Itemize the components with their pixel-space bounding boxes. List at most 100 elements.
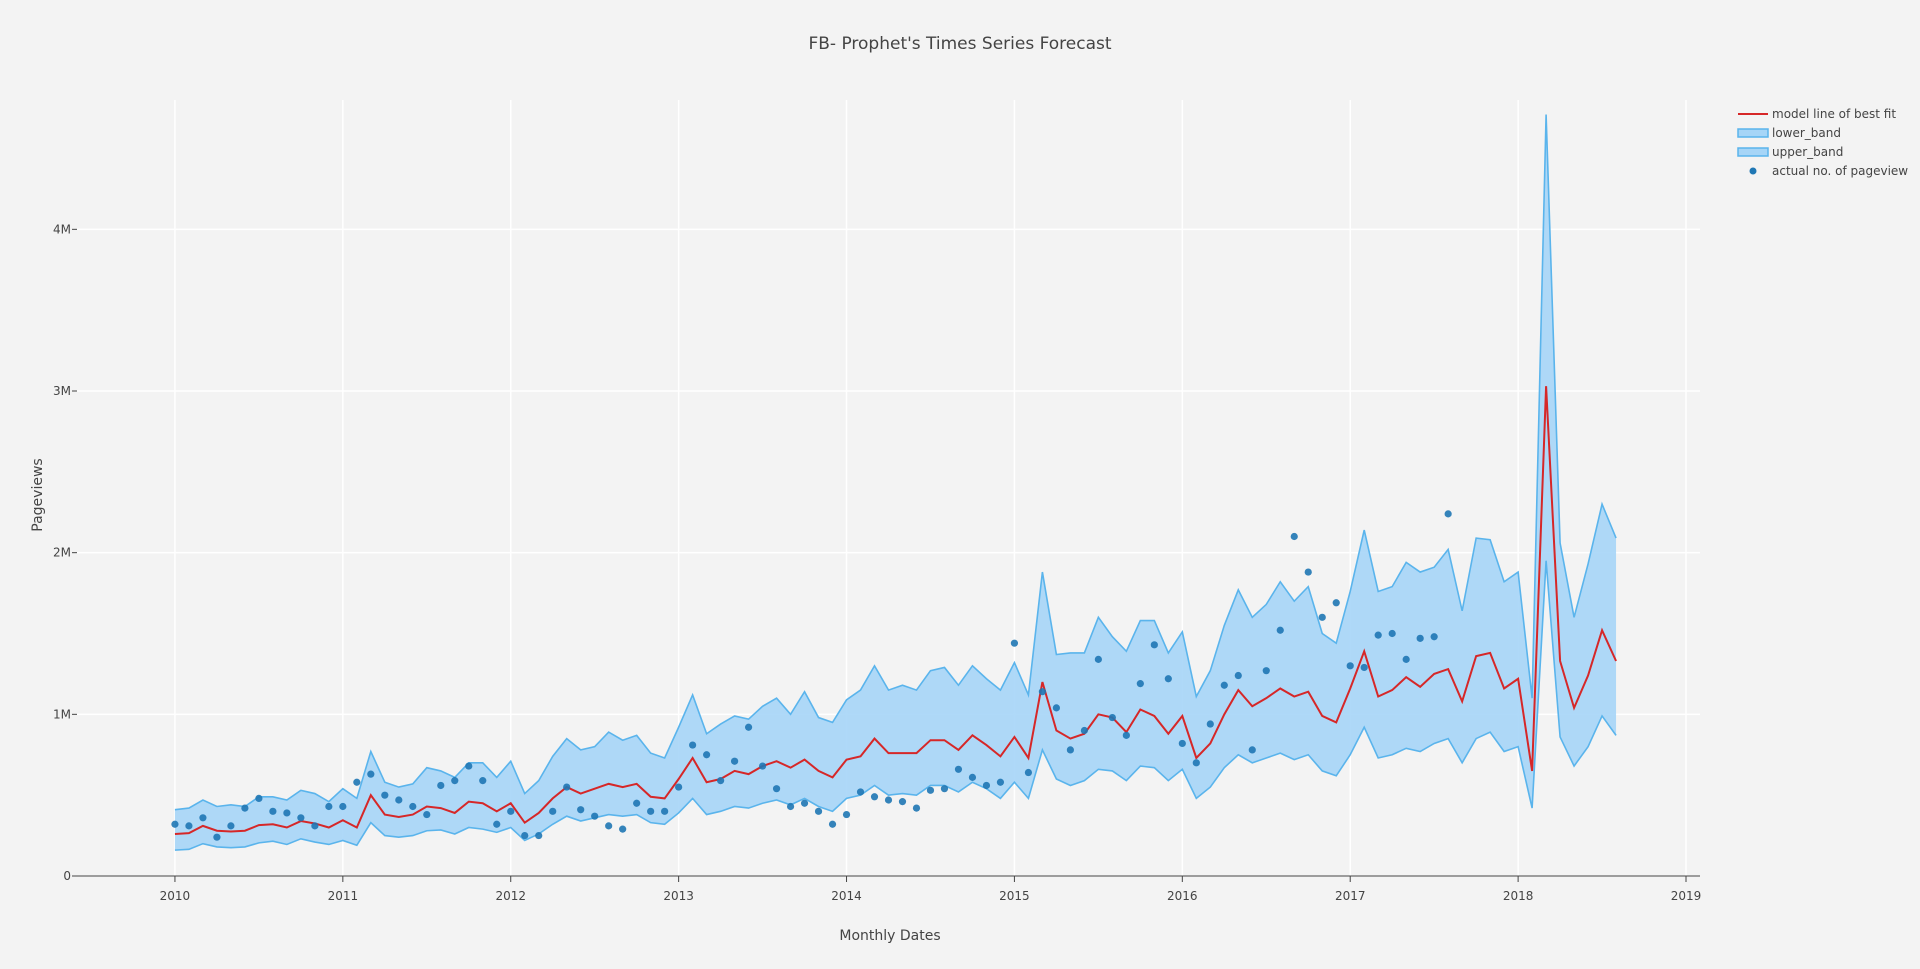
actual-point [199,814,207,822]
y-tick-label: 0 [63,869,71,883]
x-tick-label: 2011 [328,889,359,903]
confidence-bands [174,114,1617,851]
actual-point [884,796,893,804]
actual-point [171,820,179,828]
actual-point [535,831,543,840]
actual-point [479,777,487,785]
legend-item[interactable]: upper_band [1737,145,1843,159]
actual-point [1402,655,1410,663]
actual-point [465,762,473,770]
actual-point [800,799,809,807]
actual-point [241,804,249,812]
actual-point [1444,510,1452,518]
actual-point [1094,655,1102,663]
x-axis-title: Monthly Dates [839,928,940,944]
actual-point [730,757,739,765]
actual-point [619,825,627,833]
actual-point [255,794,263,803]
actual-point [227,822,235,830]
actual-point [381,791,389,799]
actual-point [1262,667,1270,675]
x-tick-label: 2012 [495,889,526,903]
actual-point [1388,629,1396,638]
actual-point [1234,671,1242,680]
actual-point [717,777,725,785]
actual-point [521,831,529,840]
legend-label: actual no. of pageview [1772,164,1908,178]
actual-point [367,770,375,778]
actual-point [856,788,865,796]
actual-point [563,783,571,791]
model-line [174,386,1617,835]
actual-point [1080,726,1088,735]
actual-point [982,781,991,790]
y-tick-label: 2M [53,546,71,560]
actual-point [1304,568,1312,576]
actual-point [758,762,767,770]
actual-point [870,793,879,801]
legend-label: model line of best fit [1772,107,1896,121]
actual-point [311,822,319,830]
actual-point [353,778,361,786]
actual-point [828,820,837,828]
actual-point [1248,746,1256,754]
actual-point [339,802,347,811]
actual-point [185,822,193,830]
actual-point [1416,634,1424,642]
actual-point [898,798,907,806]
band-fill [174,114,1617,851]
actual-point [269,807,277,815]
actual-point [1318,613,1326,621]
x-tick-label: 2013 [663,889,694,903]
actual-point [744,723,753,731]
y-tick-label: 3M [53,384,71,398]
legend[interactable]: model line of best fit lower_band upper_ba… [1737,107,1909,178]
actual-point [996,778,1005,786]
actual-point [507,807,515,815]
actual-point [1430,633,1438,641]
actual-point [912,804,921,812]
legend-item[interactable]: lower_band [1737,126,1841,140]
actual-point [1150,641,1158,649]
actual-point [297,814,305,822]
actual-point [549,807,557,815]
actual-point [1122,731,1130,739]
actual-point [1220,681,1228,689]
axes: 0 1M 2M 3M 4M 2010 2011 2012 2013 2014 2015 2016 201… [53,222,1701,903]
actual-point [675,783,683,791]
actual-point [605,822,613,830]
x-tick-label: 2015 [999,889,1030,903]
actual-point [577,806,585,814]
actual-point [409,802,417,811]
x-tick-label: 2017 [1335,889,1366,903]
actual-point [395,796,403,804]
actual-point [1164,675,1172,683]
y-tick-label: 4M [53,222,71,236]
actual-point [968,773,977,781]
y-tick-label: 1M [53,707,71,721]
actual-point [591,812,599,820]
x-tick-label: 2016 [1167,889,1198,903]
actual-point [493,820,501,828]
y-axis-title: Pageviews [30,458,46,531]
legend-swatch-actual [1749,167,1757,175]
actual-point [1346,662,1354,670]
actual-point [814,807,823,815]
actual-point [451,777,459,785]
actual-point [423,810,431,819]
actual-point [1374,631,1382,639]
legend-item[interactable]: model line of best fit [1738,107,1896,121]
actual-point [842,810,851,819]
actual-point [283,809,291,817]
actual-point [689,741,697,749]
lower-band-line [174,560,1617,851]
chart-title: FB- Prophet's Times Series Forecast [808,34,1111,54]
legend-item[interactable]: actual no. of pageview [1749,164,1909,178]
x-tick-label: 2019 [1671,889,1702,903]
legend-label: lower_band [1772,126,1841,140]
actual-point [1290,532,1298,541]
actual-point [1024,768,1033,777]
x-tick-label: 2014 [831,889,862,903]
legend-label: upper_band [1772,145,1843,159]
actual-points [171,510,1452,841]
